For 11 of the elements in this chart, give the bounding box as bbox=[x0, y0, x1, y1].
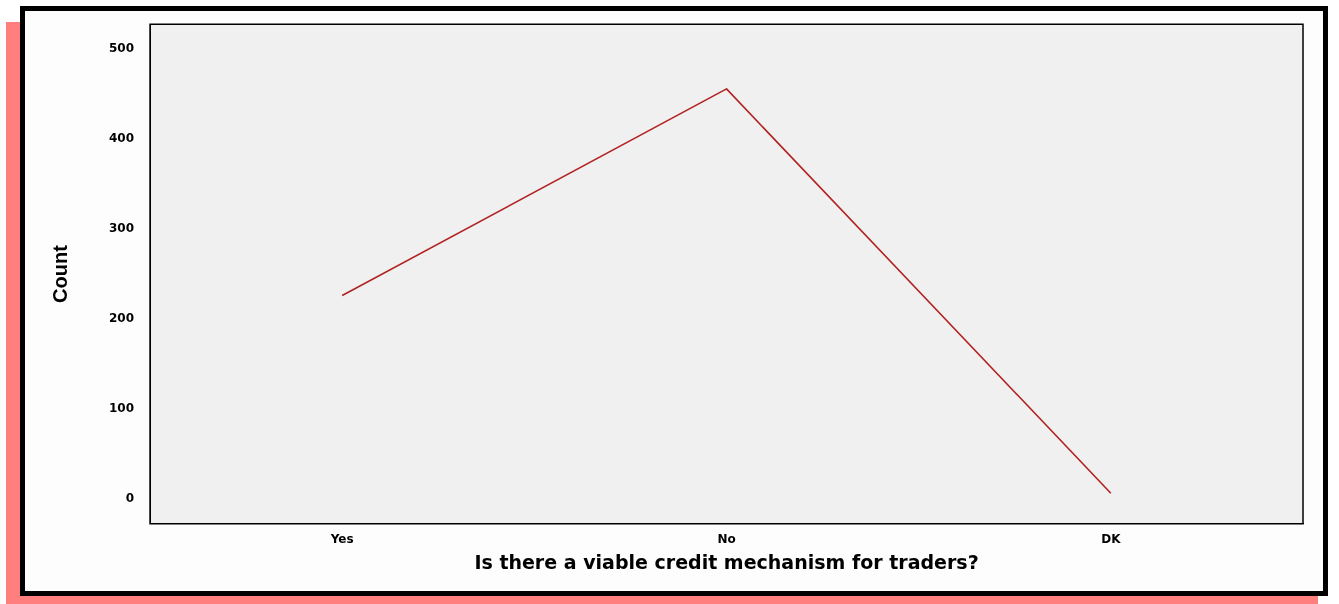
y-tick-label: 500 bbox=[108, 41, 135, 56]
y-tick-label: 300 bbox=[108, 221, 135, 236]
x-tick-label: Yes bbox=[329, 532, 354, 547]
y-tick-label: 400 bbox=[108, 131, 135, 146]
y-axis-title: Count bbox=[48, 244, 71, 303]
x-tick-label: No bbox=[717, 532, 736, 547]
y-tick-label: 0 bbox=[125, 490, 135, 505]
x-axis-title: Is there a viable credit mechanism for traders? bbox=[474, 550, 979, 573]
y-tick-label: 100 bbox=[108, 400, 135, 415]
x-tick-label: DK bbox=[1101, 532, 1122, 547]
y-tick-label: 200 bbox=[108, 311, 135, 326]
